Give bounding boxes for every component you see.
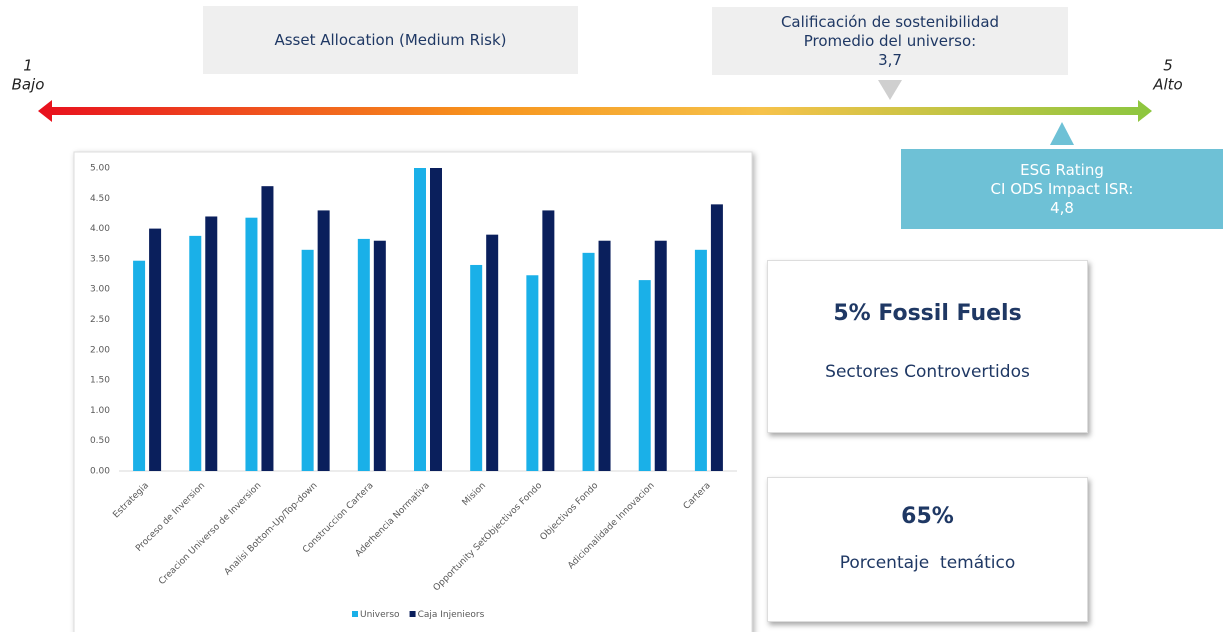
scale-arrow — [38, 100, 1152, 122]
allocation-box: Asset Allocation (Medium Risk) — [203, 6, 578, 74]
fund-line: ESG Rating — [1020, 160, 1104, 179]
bar — [414, 168, 426, 471]
bar — [470, 264, 483, 471]
fund-line: CI ODS Impact ISR: — [990, 179, 1134, 198]
y-tick-label: 0.50 — [90, 436, 110, 446]
card-caption: Porcentaje temático — [839, 553, 1016, 573]
bar — [317, 210, 330, 472]
scale-high-label: Alto — [1152, 76, 1183, 94]
bar — [205, 216, 218, 471]
card-headline: 65% — [901, 504, 954, 529]
card: 65% Porcentaje temático — [767, 477, 1088, 622]
y-tick-label: 3.00 — [90, 285, 110, 295]
fund-box: ESG Rating CI ODS Impact ISR: 4,8 — [901, 149, 1223, 229]
bar — [694, 249, 707, 471]
card-headline: 5% Fossil Fuels — [833, 301, 1022, 326]
y-tick-label: 2.00 — [90, 345, 110, 355]
legend-swatch — [409, 611, 416, 617]
bar — [486, 234, 499, 471]
bar — [301, 249, 314, 471]
bar — [373, 240, 386, 471]
card: 5% Fossil Fuels Sectores Controvertidos — [767, 260, 1088, 433]
legend-label: Caja Injenieors — [418, 610, 485, 620]
legend-swatch — [352, 611, 358, 617]
bar — [582, 252, 595, 471]
universe-pointer — [878, 80, 902, 100]
y-tick-label: 4.00 — [90, 224, 110, 234]
universe-line: Calificación de sostenibilidad — [780, 12, 1000, 31]
bar — [133, 260, 146, 471]
y-tick-label: 5.00 — [90, 164, 110, 174]
bar — [149, 228, 162, 471]
allocation-text: Asset Allocation (Medium Risk) — [274, 30, 507, 49]
scale-low-label: Bajo — [12, 76, 45, 94]
scale-low-number: 1 — [23, 57, 33, 75]
y-tick-label: 4.50 — [90, 194, 110, 204]
bar — [710, 204, 723, 472]
fund-pointer — [1050, 122, 1074, 145]
bar — [542, 210, 555, 472]
legend-label: Universo — [360, 610, 400, 620]
y-tick-label: 3.50 — [90, 254, 110, 264]
bar — [261, 186, 274, 471]
universe-line: 3,7 — [878, 50, 902, 69]
y-tick-label: 1.00 — [90, 406, 110, 416]
y-tick-label: 2.50 — [90, 315, 110, 325]
universe-box: Calificación de sostenibilidad Promedio … — [712, 7, 1068, 75]
bar — [654, 240, 667, 471]
universe-line: Promedio del universo: — [803, 31, 977, 50]
bar — [526, 275, 539, 471]
bar — [357, 238, 370, 471]
bar — [430, 168, 442, 471]
fund-line: 4,8 — [1050, 198, 1074, 217]
bar — [598, 240, 611, 471]
bar — [245, 217, 258, 471]
scale-high-number: 5 — [1163, 57, 1173, 75]
y-tick-label: 1.50 — [90, 376, 110, 386]
bar — [189, 235, 202, 471]
bar — [638, 280, 651, 471]
y-tick-label: 0.00 — [90, 467, 110, 477]
card-caption: Sectores Controvertidos — [825, 362, 1030, 382]
